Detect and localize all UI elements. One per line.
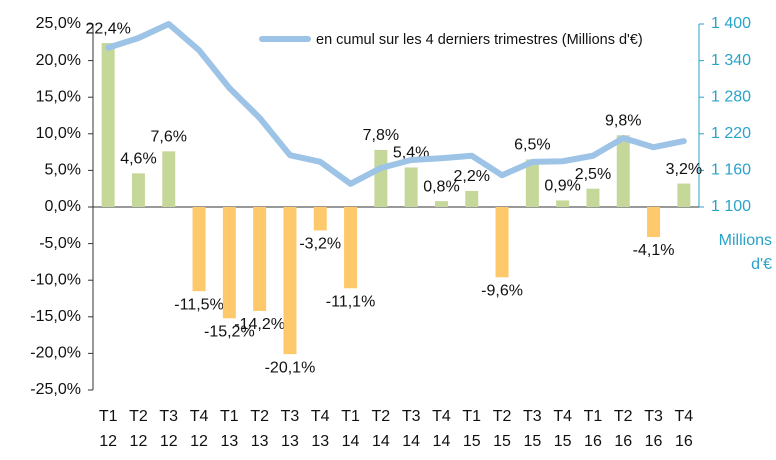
bar [495, 207, 509, 278]
bar [434, 201, 448, 207]
y-tick-label: -10,0% [30, 271, 81, 288]
y-tick-label: 25,0% [36, 15, 81, 32]
value-label: -11,1% [326, 293, 376, 310]
y-tick-label: 15,0% [36, 88, 81, 105]
bar [313, 207, 327, 231]
y2-axis-label: Millions d'€ [719, 232, 772, 273]
x-tick-label: T3 12 [159, 408, 178, 450]
bar [162, 151, 176, 207]
bar [374, 149, 388, 207]
bar [253, 207, 267, 311]
bar [404, 167, 418, 207]
bar [101, 43, 115, 208]
y-tick-label: -25,0% [30, 381, 81, 398]
y2-tick-label: 1 280 [711, 88, 751, 105]
bar [222, 207, 236, 319]
x-tick-label: T2 14 [372, 408, 391, 450]
x-tick-label: T2 13 [250, 408, 269, 450]
bar [131, 173, 145, 207]
line [105, 21, 687, 187]
legend-label: en cumul sur les 4 derniers trimestres (… [316, 32, 643, 48]
bar [525, 159, 539, 207]
x-tick-label: T1 16 [584, 408, 603, 450]
value-label: -9,6% [481, 282, 523, 299]
value-label: 0,9% [544, 178, 580, 195]
bar [647, 207, 661, 238]
value-label: 6,5% [514, 137, 550, 154]
x-tick-label: T2 12 [129, 408, 148, 450]
x-tick-label: T4 12 [190, 408, 209, 450]
x-tick-label: T1 13 [220, 408, 239, 450]
value-label: 7,6% [151, 129, 187, 146]
x-tick-label: T3 16 [644, 408, 663, 450]
y-tick-label: -5,0% [39, 235, 81, 252]
y2-tick-label: 1 400 [711, 15, 751, 32]
y-tick-label: -15,0% [30, 308, 81, 325]
value-label: 2,2% [454, 168, 490, 185]
value-label: -11,5% [174, 296, 224, 313]
bar [344, 207, 358, 289]
y-tick-label: 0,0% [45, 198, 81, 215]
value-label: -14,2% [234, 316, 285, 333]
x-tick-label: T4 15 [553, 408, 572, 450]
value-label: 7,8% [363, 127, 399, 144]
x-tick-label: T4 13 [311, 408, 330, 450]
value-label: 22,4% [85, 20, 130, 37]
y2-tick-label: 1 160 [711, 162, 751, 179]
value-label: 4,6% [120, 151, 156, 168]
x-tick-label: T1 14 [341, 408, 360, 450]
y2-tick-label: 1 220 [711, 125, 751, 142]
y2-tick-label: 1 100 [711, 198, 751, 215]
value-label: 2,5% [575, 166, 611, 183]
y-tick-label: 5,0% [45, 162, 81, 179]
value-label: -4,1% [633, 242, 675, 259]
value-label: -15,2% [204, 323, 255, 340]
y-tick-label: 10,0% [36, 125, 81, 142]
value-label: 9,8% [605, 112, 641, 129]
bar [556, 200, 570, 207]
x-tick-label: T4 16 [675, 408, 694, 450]
value-label: 0,8% [423, 178, 459, 195]
value-label: -3,2% [299, 236, 341, 253]
bar [465, 190, 479, 207]
bar [192, 207, 206, 292]
x-tick-label: T2 16 [614, 408, 633, 450]
x-tick-label: T3 15 [523, 408, 542, 450]
x-tick-label: T1 12 [99, 408, 118, 450]
bar [616, 135, 630, 207]
bar [586, 188, 600, 207]
value-label: 3,2% [666, 161, 702, 178]
bar [677, 183, 691, 207]
x-tick-label: T2 15 [493, 408, 512, 450]
x-tick-label: T4 14 [432, 408, 451, 450]
y-tick-label: -20,0% [30, 345, 81, 362]
y-tick-label: 20,0% [36, 52, 81, 69]
bar [283, 207, 297, 355]
y2-tick-label: 1 340 [711, 52, 751, 69]
x-tick-label: T1 15 [462, 408, 481, 450]
value-label: -20,1% [265, 359, 316, 376]
x-tick-label: T3 13 [281, 408, 300, 450]
x-tick-label: T3 14 [402, 408, 421, 450]
